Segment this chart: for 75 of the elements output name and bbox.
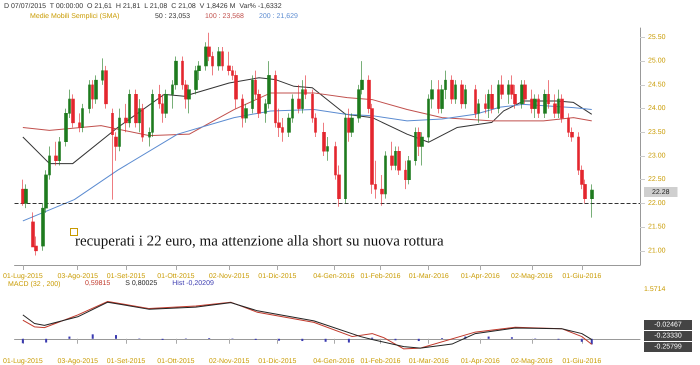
candlestick: [187, 84, 191, 114]
candlestick: [217, 46, 221, 71]
candlestick: [507, 80, 510, 104]
candlestick: [460, 80, 464, 109]
line-series: [22, 92, 592, 136]
candlestick: [244, 104, 248, 124]
candlestick: [477, 98, 480, 124]
candlestick: [454, 80, 457, 104]
candlestick: [397, 146, 401, 176]
candlestick: [487, 89, 490, 118]
candlestick: [234, 70, 238, 109]
candlestick: [417, 127, 421, 156]
line-series: [22, 104, 592, 222]
candlestick: [24, 184, 28, 208]
candlestick: [81, 104, 84, 133]
candlestick: [560, 94, 564, 124]
candlestick: [350, 113, 354, 138]
candlestick: [301, 80, 304, 114]
candlestick: [490, 84, 494, 114]
candlestick: [547, 80, 550, 109]
candlestick: [111, 108, 114, 200]
candlestick: [326, 136, 329, 162]
candlestick: [322, 122, 326, 156]
candlestick: [101, 58, 104, 86]
candlestick: [533, 94, 537, 118]
candlestick: [204, 42, 208, 71]
candlestick: [407, 156, 411, 185]
candlestick: [464, 84, 467, 109]
candlestick: [78, 113, 81, 133]
candlestick: [500, 75, 504, 100]
candlestick: [164, 89, 168, 118]
candlestick: [484, 94, 487, 114]
candlestick: [21, 179, 25, 206]
candlestick: [543, 89, 547, 118]
candlestick: [414, 127, 417, 166]
candlestick: [497, 80, 500, 114]
candlestick: [450, 75, 454, 104]
candlestick: [474, 84, 477, 118]
candlestick: [344, 113, 347, 204]
candlestick: [304, 75, 307, 100]
candlestick: [553, 94, 557, 118]
candlestick: [227, 51, 231, 76]
candlestick: [537, 94, 540, 118]
candlestick: [118, 108, 121, 152]
candlestick: [94, 75, 98, 104]
candlestick: [104, 66, 108, 109]
candlestick: [251, 75, 254, 114]
candlestick: [124, 104, 128, 133]
candlestick: [58, 136, 61, 166]
candlestick: [390, 141, 394, 170]
candlestick: [71, 94, 75, 128]
candlestick: [380, 174, 384, 206]
candlestick: [54, 141, 58, 166]
candlestick: [557, 89, 560, 118]
annotation: recuperati i 22 euro, ma attenzione alla short su nuova rottura: [75, 234, 444, 250]
candlestick: [241, 94, 244, 128]
line-series: [22, 77, 592, 164]
candlestick: [297, 84, 301, 114]
candlestick: [91, 80, 94, 109]
candlestick: [437, 80, 440, 114]
candlestick: [520, 80, 524, 109]
candlestick: [347, 108, 351, 142]
candlestick: [590, 184, 594, 218]
candlestick: [394, 146, 397, 170]
candlestick: [404, 160, 407, 190]
candlestick: [530, 89, 534, 114]
candlestick: [128, 89, 131, 128]
candlestick: [523, 80, 527, 104]
candlestick: [221, 46, 224, 71]
candlestick: [134, 89, 138, 128]
candlestick: [88, 80, 91, 114]
candlestick: [138, 98, 141, 133]
candlestick: [384, 150, 387, 199]
candlestick: [420, 132, 424, 166]
candlestick: [141, 104, 144, 142]
